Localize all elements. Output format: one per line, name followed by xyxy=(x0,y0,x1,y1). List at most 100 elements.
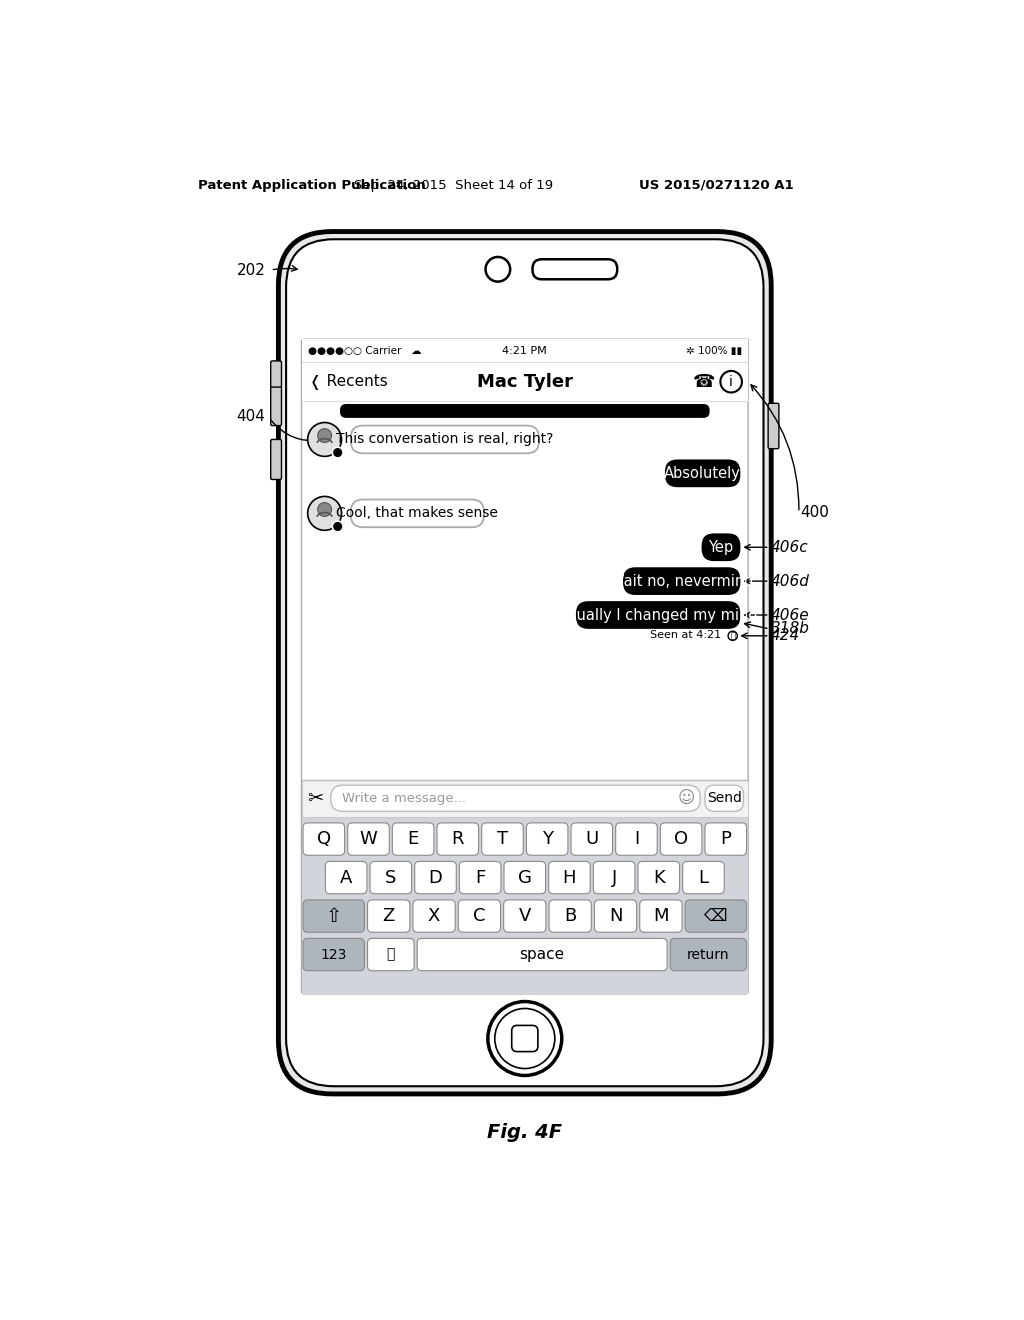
Text: O: O xyxy=(674,830,688,847)
FancyBboxPatch shape xyxy=(303,939,365,970)
Text: Wait no, nevermind: Wait no, nevermind xyxy=(610,574,754,589)
Text: i: i xyxy=(729,375,733,388)
Text: return: return xyxy=(687,948,730,961)
Text: R: R xyxy=(452,830,464,847)
FancyBboxPatch shape xyxy=(768,404,779,449)
FancyBboxPatch shape xyxy=(351,425,539,453)
Circle shape xyxy=(333,447,343,458)
FancyBboxPatch shape xyxy=(593,862,635,894)
Text: 318b: 318b xyxy=(771,622,810,636)
Circle shape xyxy=(307,422,342,457)
Text: Yep: Yep xyxy=(709,540,733,554)
FancyBboxPatch shape xyxy=(326,862,367,894)
FancyBboxPatch shape xyxy=(671,939,746,970)
Text: A: A xyxy=(340,869,352,887)
Text: ⌫: ⌫ xyxy=(705,907,728,925)
Circle shape xyxy=(720,371,742,392)
Text: 202: 202 xyxy=(237,263,265,277)
Text: D: D xyxy=(428,869,442,887)
Text: Sep. 24, 2015  Sheet 14 of 19: Sep. 24, 2015 Sheet 14 of 19 xyxy=(354,178,554,191)
Text: 406c: 406c xyxy=(771,540,809,554)
Text: C: C xyxy=(473,907,485,925)
Bar xyxy=(301,363,749,401)
FancyBboxPatch shape xyxy=(549,900,591,932)
Circle shape xyxy=(317,429,332,442)
Text: Mac Tyler: Mac Tyler xyxy=(477,372,572,391)
FancyBboxPatch shape xyxy=(437,822,478,855)
Text: K: K xyxy=(653,869,665,887)
FancyBboxPatch shape xyxy=(512,1026,538,1052)
Circle shape xyxy=(317,503,332,516)
FancyBboxPatch shape xyxy=(270,440,282,479)
Text: Y: Y xyxy=(542,830,553,847)
FancyBboxPatch shape xyxy=(303,822,345,855)
Text: 4:21 PM: 4:21 PM xyxy=(503,346,547,356)
Text: US 2015/0271120 A1: US 2015/0271120 A1 xyxy=(639,178,794,191)
Text: Absolutely: Absolutely xyxy=(665,466,741,480)
Text: W: W xyxy=(359,830,378,847)
FancyBboxPatch shape xyxy=(301,339,749,994)
FancyBboxPatch shape xyxy=(660,822,701,855)
FancyBboxPatch shape xyxy=(415,862,457,894)
FancyBboxPatch shape xyxy=(705,785,743,812)
Text: T: T xyxy=(497,830,508,847)
Text: B: B xyxy=(564,907,577,925)
FancyBboxPatch shape xyxy=(459,900,501,932)
FancyBboxPatch shape xyxy=(286,239,764,1086)
Circle shape xyxy=(307,496,342,531)
Text: H: H xyxy=(563,869,577,887)
FancyBboxPatch shape xyxy=(549,862,590,894)
Text: 424: 424 xyxy=(771,628,801,643)
Circle shape xyxy=(728,631,737,640)
FancyBboxPatch shape xyxy=(683,862,724,894)
Text: M: M xyxy=(653,907,669,925)
Text: space: space xyxy=(519,946,564,962)
Text: ✂: ✂ xyxy=(307,789,324,808)
Text: S: S xyxy=(385,869,396,887)
Circle shape xyxy=(487,1002,562,1076)
FancyBboxPatch shape xyxy=(460,862,501,894)
Text: V: V xyxy=(518,907,531,925)
Text: N: N xyxy=(609,907,623,925)
Bar xyxy=(301,780,749,817)
Text: F: F xyxy=(475,869,485,887)
FancyBboxPatch shape xyxy=(368,939,414,970)
Bar xyxy=(301,339,749,363)
Text: Patent Application Publication: Patent Application Publication xyxy=(199,178,426,191)
FancyBboxPatch shape xyxy=(526,822,568,855)
FancyBboxPatch shape xyxy=(571,822,612,855)
Bar xyxy=(301,817,749,994)
FancyBboxPatch shape xyxy=(481,822,523,855)
Text: ⌚: ⌚ xyxy=(730,631,735,640)
FancyBboxPatch shape xyxy=(665,459,740,487)
Text: U: U xyxy=(585,830,598,847)
Text: Actually I changed my mind.: Actually I changed my mind. xyxy=(554,607,763,623)
Text: Z: Z xyxy=(383,907,395,925)
FancyBboxPatch shape xyxy=(701,533,740,561)
FancyBboxPatch shape xyxy=(331,785,700,812)
Text: P: P xyxy=(720,830,731,847)
Text: L: L xyxy=(698,869,709,887)
Text: ❬ Recents: ❬ Recents xyxy=(309,374,388,389)
FancyBboxPatch shape xyxy=(392,822,434,855)
Text: Seen at 4:21: Seen at 4:21 xyxy=(650,631,721,640)
Circle shape xyxy=(485,257,510,281)
Text: I: I xyxy=(634,830,639,847)
Text: G: G xyxy=(518,869,531,887)
FancyBboxPatch shape xyxy=(368,900,410,932)
FancyBboxPatch shape xyxy=(638,862,680,894)
Text: 🎤: 🎤 xyxy=(387,948,395,961)
Text: X: X xyxy=(428,907,440,925)
Text: ⇧: ⇧ xyxy=(326,907,342,925)
Text: Send: Send xyxy=(707,791,741,805)
FancyBboxPatch shape xyxy=(685,900,746,932)
FancyBboxPatch shape xyxy=(532,259,617,280)
FancyBboxPatch shape xyxy=(348,822,389,855)
Text: Cool, that makes sense: Cool, that makes sense xyxy=(337,507,499,520)
FancyBboxPatch shape xyxy=(705,822,746,855)
FancyBboxPatch shape xyxy=(340,404,710,418)
FancyBboxPatch shape xyxy=(270,385,282,425)
FancyBboxPatch shape xyxy=(370,862,412,894)
Circle shape xyxy=(333,521,343,532)
Text: Q: Q xyxy=(316,830,331,847)
